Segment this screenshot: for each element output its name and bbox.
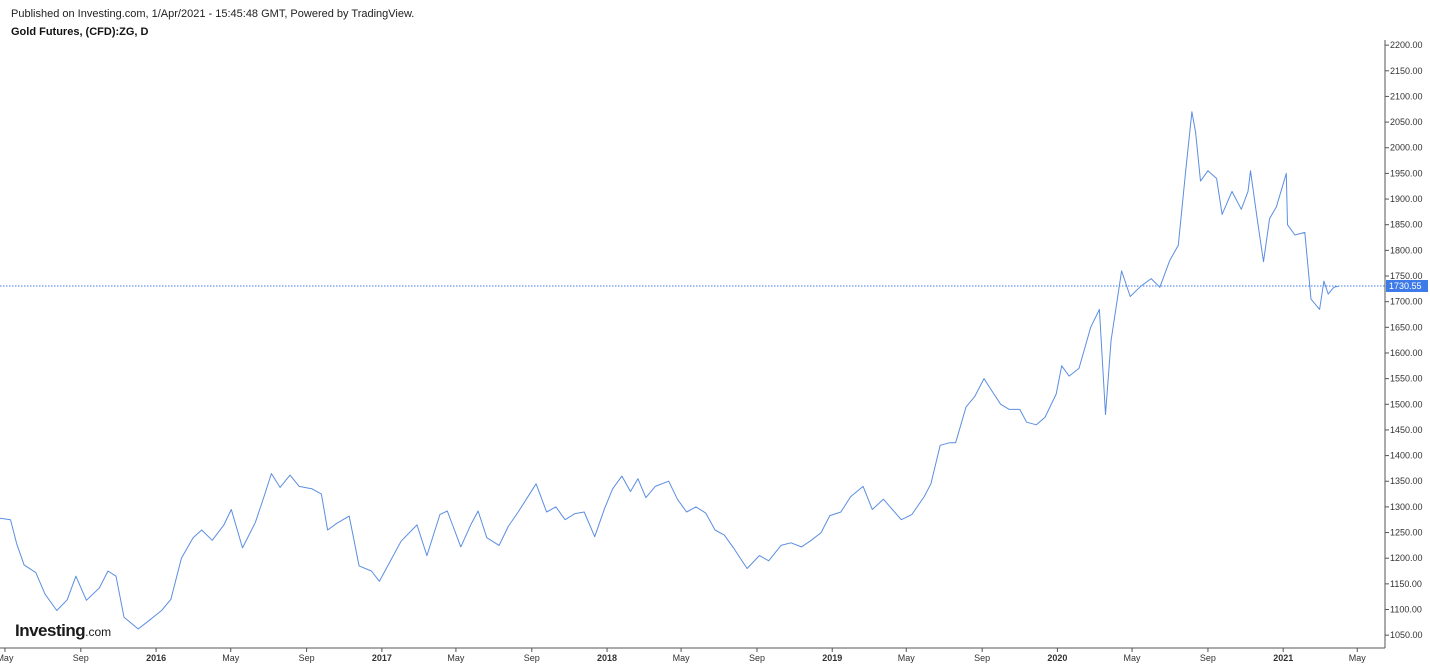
- time-tick-label: May: [222, 653, 240, 663]
- time-tick-label: 2020: [1047, 653, 1067, 663]
- time-axis: May Sep 2016 May Sep 2017 May Sep 2018 May Sep 2019…: [0, 647, 1385, 663]
- price-tick-label: 1800.00: [1390, 245, 1423, 255]
- price-tick-label: 1950.00: [1390, 168, 1423, 178]
- price-tick-label: 1750.00: [1390, 271, 1423, 281]
- logo-main: Investing: [15, 621, 86, 640]
- price-tick-label: 2100.00: [1390, 91, 1423, 101]
- price-tick-label: 1450.00: [1390, 425, 1423, 435]
- price-tick-label: 2000.00: [1390, 143, 1423, 153]
- price-tick-label: 1150.00: [1390, 579, 1422, 589]
- price-tick-label: 1650.00: [1390, 322, 1423, 332]
- price-tick-label: 2150.00: [1390, 66, 1423, 76]
- time-tick-label: May: [673, 653, 691, 663]
- time-tick-label: 2019: [822, 653, 842, 663]
- price-tick-label: 1350.00: [1390, 476, 1423, 486]
- time-tick-label: Sep: [974, 653, 990, 663]
- published-note: Published on Investing.com, 1/Apr/2021 -…: [11, 8, 415, 20]
- price-tick-label: 1300.00: [1390, 502, 1423, 512]
- time-tick-label: 2016: [146, 653, 166, 663]
- price-tick-label: 2200.00: [1390, 40, 1423, 50]
- price-tick-label: 1200.00: [1390, 553, 1423, 563]
- price-tick-label: 1400.00: [1390, 451, 1423, 461]
- time-tick-label: May: [898, 653, 916, 663]
- time-tick-label: Sep: [73, 653, 89, 663]
- price-tick-label: 1700.00: [1390, 297, 1423, 307]
- time-tick-label: 2018: [597, 653, 617, 663]
- price-tick-label: 1500.00: [1390, 399, 1423, 409]
- time-tick-label: 2017: [372, 653, 392, 663]
- time-tick-label: Sep: [524, 653, 540, 663]
- last-price-badge: [1386, 279, 1428, 292]
- plot-area: [0, 111, 1385, 630]
- logo-suffix: .com: [85, 625, 112, 639]
- price-tick-label: 1250.00: [1390, 528, 1423, 538]
- price-tick-label: 1600.00: [1390, 348, 1423, 358]
- investing-logo: Investing.com: [15, 621, 111, 641]
- chart-header: Published on Investing.com, 1/Apr/2021 -…: [11, 7, 414, 39]
- time-tick-label: 2021: [1273, 653, 1293, 663]
- time-tick-label: May: [0, 653, 14, 663]
- price-tick-label: 1850.00: [1390, 220, 1423, 230]
- time-tick-label: May: [1124, 653, 1142, 663]
- gold-price-series-line: [0, 111, 1339, 630]
- chart-title: Gold Futures, (CFD):ZG, D: [11, 26, 149, 38]
- price-tick-label: 1100.00: [1390, 605, 1422, 615]
- time-tick-label: May: [447, 653, 465, 663]
- time-tick-label: Sep: [1200, 653, 1216, 663]
- price-tick-label: 1050.00: [1390, 630, 1423, 640]
- price-tick-label: 1550.00: [1390, 374, 1423, 384]
- last-price-label: 1730.55: [1389, 281, 1422, 291]
- time-tick-label: Sep: [749, 653, 765, 663]
- time-tick-label: Sep: [299, 653, 315, 663]
- price-tick-label: 1900.00: [1390, 194, 1423, 204]
- price-tick-label: 2050.00: [1390, 117, 1423, 127]
- time-tick-label: May: [1349, 653, 1367, 663]
- price-axis: 1050.00 1100.00 1150.00 1200.00 1250.00 1300.…: [1384, 40, 1428, 648]
